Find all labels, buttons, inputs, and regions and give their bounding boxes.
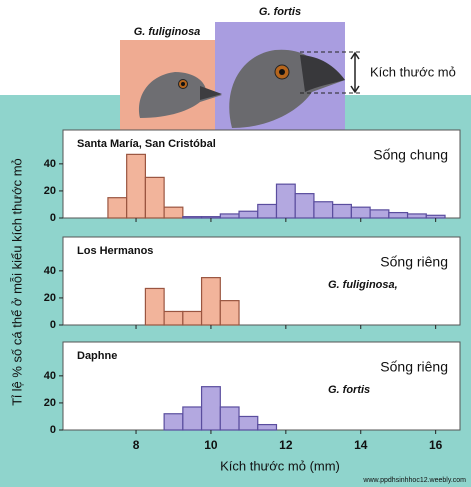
x-tick-label: 10	[204, 438, 218, 452]
panel-subtitle: Sống riêng	[380, 359, 448, 375]
panel-annotation: G. fortis	[328, 384, 370, 396]
y-tick-label: 40	[44, 265, 56, 277]
histogram-bar	[164, 414, 183, 430]
y-tick-label: 20	[44, 397, 56, 409]
x-tick-label: 12	[279, 438, 293, 452]
panel-title: Santa María, San Cristóbal	[77, 138, 216, 150]
histogram-bar	[145, 288, 164, 325]
histogram-bar	[370, 210, 389, 218]
histogram-bar	[408, 214, 427, 218]
histogram-bar	[183, 407, 202, 430]
species-label: G. fuliginosa	[134, 26, 201, 38]
source: www.ppdhsinhhoc12.weebly.com	[362, 477, 466, 484]
histogram-bar	[239, 416, 258, 430]
y-axis-label: Tỉ lệ % số cá thể ở mỗi kiểu kích thước …	[9, 158, 24, 406]
histogram-bar	[127, 154, 146, 218]
histogram-bar	[333, 204, 352, 218]
histogram-bar	[108, 198, 127, 218]
figure: G. fuliginosa G. fortis Kích thước mỏ Kí…	[0, 0, 471, 487]
y-tick-label: 0	[50, 319, 56, 331]
histogram-bar	[258, 204, 277, 218]
y-tick-label: 20	[44, 185, 56, 197]
panel-annotation: G. fuliginosa,	[328, 279, 398, 291]
histogram-bar	[426, 215, 445, 218]
histogram-bar	[276, 184, 295, 218]
histogram-bar	[164, 207, 183, 218]
x-tick-label: 14	[354, 438, 368, 452]
histogram-bar	[202, 387, 221, 430]
histogram-bar	[202, 278, 221, 325]
y-tick-label: 20	[44, 292, 56, 304]
histogram-bar	[183, 311, 202, 325]
y-tick-label: 0	[50, 212, 56, 224]
species-label: G. fortis	[259, 6, 301, 18]
histogram-bar	[258, 425, 277, 430]
panel-title: Daphne	[77, 350, 117, 362]
histogram-bar	[145, 177, 164, 218]
x-axis-label: Kích thước mỏ (mm)	[220, 458, 340, 473]
histogram-bar	[295, 194, 314, 218]
histogram-bar	[164, 311, 183, 325]
histogram-bar	[389, 213, 408, 218]
histogram-bar	[314, 202, 333, 218]
panel-subtitle: Sống riêng	[380, 254, 448, 270]
y-tick-label: 0	[50, 424, 56, 436]
y-tick-label: 40	[44, 158, 56, 170]
panel-title: Los Hermanos	[77, 245, 153, 257]
histogram-bar	[239, 211, 258, 218]
histogram-bar	[202, 217, 221, 218]
histogram-bar	[351, 207, 370, 218]
beak-label: Kích thước mỏ	[370, 64, 456, 79]
histogram-bar	[220, 214, 239, 218]
histogram-bar	[220, 407, 239, 430]
x-tick-label: 8	[133, 438, 140, 452]
y-tick-label: 40	[44, 370, 56, 382]
histogram-bar	[183, 217, 202, 218]
x-tick-label: 16	[429, 438, 443, 452]
panel-subtitle: Sống chung	[373, 147, 448, 163]
plot-panel	[63, 342, 460, 430]
histogram-bar	[220, 301, 239, 325]
